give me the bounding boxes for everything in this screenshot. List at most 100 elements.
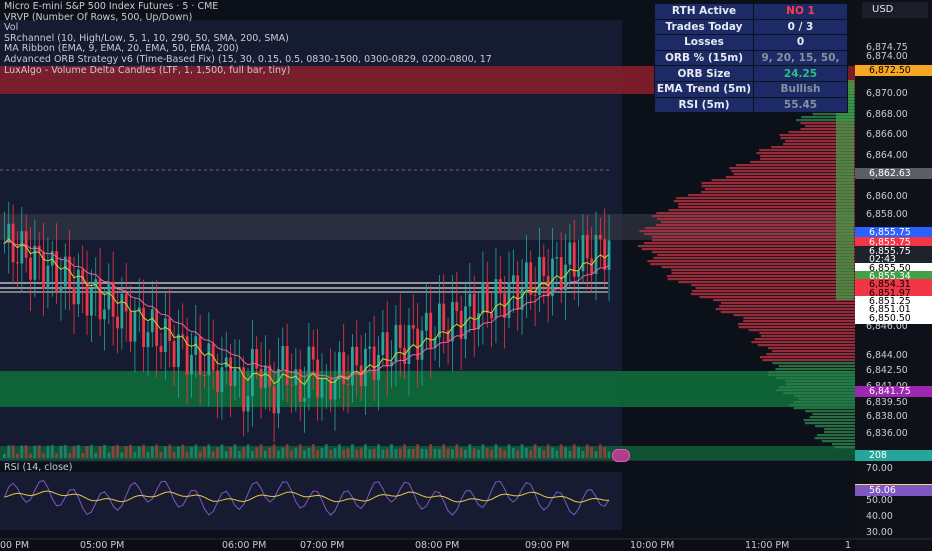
price-tag: 6,855.50	[855, 262, 932, 274]
volume-profile-bar	[653, 257, 855, 260]
volume-bar	[146, 452, 150, 458]
rsi-signal-line	[4, 490, 609, 503]
candle-body	[259, 368, 263, 389]
candle-body	[250, 349, 254, 397]
candle-body	[198, 336, 202, 375]
candle-body	[246, 396, 250, 412]
volume-profile-bar	[715, 308, 855, 311]
volume-profile-bar	[695, 287, 855, 290]
candle-body	[124, 293, 128, 312]
candle-body	[7, 223, 11, 243]
volume-bar	[542, 450, 546, 458]
volume-bar	[424, 449, 428, 458]
volume-profile-bar	[780, 137, 855, 140]
candle-body	[416, 328, 420, 360]
candle-body	[424, 312, 428, 331]
volume-bar	[3, 454, 6, 458]
volume-profile-bar	[823, 431, 855, 434]
volume-profile-bar	[661, 266, 855, 269]
volume-bar	[142, 444, 145, 458]
volume-profile-bar	[651, 251, 855, 254]
volume-bar	[298, 444, 302, 458]
candle-body	[290, 384, 293, 386]
price-tag: 6,855.75	[855, 227, 932, 238]
time-tick-label: 00 PM	[0, 540, 30, 551]
volume-bar	[220, 444, 224, 458]
volume-profile-bar	[711, 179, 855, 182]
volume-bar	[333, 448, 337, 458]
volume-bar	[90, 444, 93, 458]
candle-body	[181, 334, 185, 337]
volume-bar	[481, 444, 485, 458]
candle-body	[585, 235, 589, 259]
volume-profile-bar	[767, 371, 855, 374]
event-marker-icon[interactable]	[612, 449, 630, 462]
volume-profile-bar	[704, 188, 855, 191]
legend-luxalgo[interactable]: LuxAlgo - Volume Delta Candles (LTF, 1, …	[4, 64, 291, 76]
legend-orb-strategy[interactable]: Advanced ORB Strategy v6 (Time-Based Fix…	[4, 53, 492, 65]
volume-bar	[46, 445, 50, 458]
candle-body	[3, 242, 6, 244]
info-row: Trades Today 0 / 3	[654, 18, 848, 36]
volume-bar	[459, 448, 463, 458]
volume-profile-bar	[767, 374, 855, 377]
candle-body	[433, 337, 437, 348]
volume-profile-bar	[756, 152, 855, 155]
volume-profile-bar	[814, 437, 855, 440]
candle-body	[76, 269, 80, 305]
volume-bar	[172, 451, 176, 458]
volume-profile-bar	[690, 293, 855, 296]
candle-body	[368, 346, 372, 349]
volume-profile-bar	[788, 404, 855, 407]
currency-selector[interactable]: USD	[862, 2, 928, 18]
rsi-legend[interactable]: RSI (14, close)	[4, 462, 73, 473]
candle-body	[603, 239, 607, 270]
volume-bar	[585, 444, 589, 458]
candle-body	[385, 332, 389, 367]
volume-bar	[59, 445, 63, 458]
volume-bar	[385, 448, 389, 458]
price-tick-label: 6,866.00	[866, 129, 908, 140]
volume-bar	[50, 445, 54, 458]
volume-profile-bar	[733, 314, 855, 317]
volume-profile-bar	[729, 167, 855, 170]
candle-body	[133, 311, 137, 342]
candle-body	[163, 318, 167, 353]
candle-body	[20, 231, 24, 264]
volume-bar	[411, 449, 415, 458]
info-value: 0	[753, 34, 848, 51]
time-tick-label: 06:00 PM	[222, 540, 267, 551]
candle-body	[333, 379, 337, 400]
volume-bar	[546, 444, 550, 458]
legend-vol[interactable]: Vol	[4, 22, 19, 34]
candle-body	[355, 346, 359, 366]
volume-bar	[98, 446, 102, 458]
price-tag: 6,872.50	[855, 65, 932, 76]
legend-vrvp[interactable]: VRVP (Number Of Rows, 500, Up/Down)	[4, 11, 193, 23]
volume-bar	[194, 444, 198, 458]
legend-ma-ribbon[interactable]: MA Ribbon (EMA, 9, EMA, 20, EMA, 50, EMA…	[4, 43, 239, 55]
candle-body	[446, 330, 450, 342]
volume-profile-bar	[768, 347, 855, 350]
candle-body	[533, 294, 537, 296]
volume-bar	[307, 447, 311, 458]
candle-body	[438, 303, 441, 338]
candle-body	[481, 282, 485, 314]
volume-profile-bar	[800, 122, 855, 125]
candle-body	[568, 242, 572, 265]
candle-body	[320, 378, 324, 398]
candle-body	[155, 309, 159, 346]
candle-body	[46, 265, 50, 290]
volume-bar	[590, 447, 594, 458]
volume-bar	[211, 451, 215, 458]
price-tick-label: 6,868.00	[866, 109, 908, 120]
symbol-title[interactable]: Micro E-mini S&P 500 Index Futures · 5 ·…	[4, 1, 219, 12]
price-tag: 6,855.75	[855, 237, 932, 249]
volume-profile-bar	[688, 194, 855, 197]
candle-body	[346, 384, 350, 386]
price-tick-label: 6,874.00	[866, 51, 908, 62]
candle-body	[194, 336, 198, 355]
volume-profile-bar	[776, 389, 855, 392]
legend-srchannel[interactable]: SRchannel (10, High/Low, 5, 1, 10, 290, …	[4, 32, 289, 44]
volume-profile-bar	[805, 410, 855, 413]
